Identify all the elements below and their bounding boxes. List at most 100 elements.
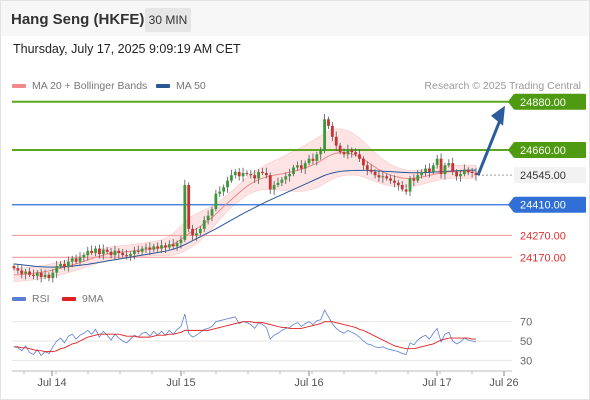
candle-body [400,185,404,190]
instrument-title: Hang Seng (HKFE) [11,11,145,28]
candle-body [412,178,416,181]
research-credit: Research © 2025 Trading Central [424,80,581,92]
candle-body [381,176,385,178]
candle-body [187,185,191,229]
legend-rsi: RSI [12,293,50,305]
candle-body [408,178,412,192]
interval-button[interactable]: 30 MIN [145,8,191,32]
level-label-1: 24660.00 [520,145,566,157]
candle-body [389,178,392,181]
candle-body [253,175,257,179]
x-tick-label: Jul 15 [166,377,195,389]
candle-body [51,272,55,279]
candle-body [109,251,113,256]
candle-body [362,158,365,166]
candle-body [261,171,264,173]
rsi-tick-label: 50 [520,336,532,348]
candle-body [435,158,439,166]
candle-body [416,175,420,181]
candle-body [330,125,334,137]
candle-body [455,171,458,177]
candle-body [47,274,51,279]
legend-ma50: MA 50 [156,80,206,92]
rsi-tick-label: 30 [520,355,532,367]
candle-body [466,169,470,172]
candle-body [28,271,31,275]
candle-body [369,169,373,172]
candle-body [462,169,466,175]
level-label-tip-3 [508,196,514,213]
candle-body [55,266,59,273]
candle-body [160,245,163,249]
candle-body [101,249,105,255]
candle-body [191,228,194,236]
rsi-line [13,309,477,357]
candle-body [264,172,268,176]
candle-body [202,220,206,229]
legend-rsi-label: RSI [32,293,50,305]
level-label-3: 24410.00 [520,200,566,212]
target-arrow-icon [476,105,505,176]
candle-body [140,248,144,252]
candle-body [20,270,24,274]
candle-body [129,254,132,257]
candle-body [311,158,315,161]
candle-body [431,165,435,172]
candle-body [90,250,94,253]
candle-body [284,176,288,180]
candle-body [59,263,62,267]
candle-body [346,149,350,155]
candle-body [121,252,125,256]
candle-body [241,172,245,177]
candle-body [373,171,377,176]
candle-body [210,209,214,216]
candle-body [39,272,43,278]
candle-body [117,250,121,253]
candle-body [350,149,354,153]
candle-body [459,174,462,177]
candle-body [86,250,90,256]
x-tick-label: Jul 17 [422,377,451,389]
ma20-swatch-icon [12,84,26,88]
candle-body [428,168,431,172]
candle-body [222,187,226,192]
candle-body [451,163,455,172]
x-axis: Jul 14 Jul 15 Jul 16 Jul 17 Jul 26 [12,370,519,389]
candle-body [365,165,369,170]
arrow-shaft [476,117,503,176]
legend-ma20-label: MA 20 + Bollinger Bands [32,80,148,92]
candle-body [404,189,408,192]
9ma-swatch-icon [62,297,76,301]
candle-body [323,119,326,152]
x-tick-label: Jul 16 [294,377,323,389]
ma50-line [13,169,476,268]
candle-body [268,175,272,190]
title-bar: Hang Seng (HKFE) 30 MIN [1,1,589,36]
candle-body [470,171,474,173]
legend-9ma-label: 9MA [82,293,104,305]
candle-body [420,171,424,176]
level-label-bg-1 [514,141,586,158]
rsi-tick-label: 70 [520,317,532,329]
level-label-tip-0 [508,93,514,110]
candle-body [12,266,16,269]
candle-body [424,168,427,172]
candle-body [276,182,280,186]
candle-body [299,165,303,169]
legend-ma20: MA 20 + Bollinger Bands [12,80,147,92]
candle-body [171,244,175,247]
candle-body [24,271,28,274]
candle-body [233,171,237,176]
candle-body [338,145,342,153]
candle-body [70,258,74,262]
candle-body [156,246,160,249]
candle-body [214,193,218,210]
candle-body [443,165,447,175]
candle-body [35,272,39,276]
candlesticks [12,114,478,283]
candle-body [63,263,66,268]
level-labels: 24880.00 24660.00 24545.00 24410.00 24270.00… [508,93,586,264]
candle-body [78,257,82,262]
candle-body [144,247,148,249]
